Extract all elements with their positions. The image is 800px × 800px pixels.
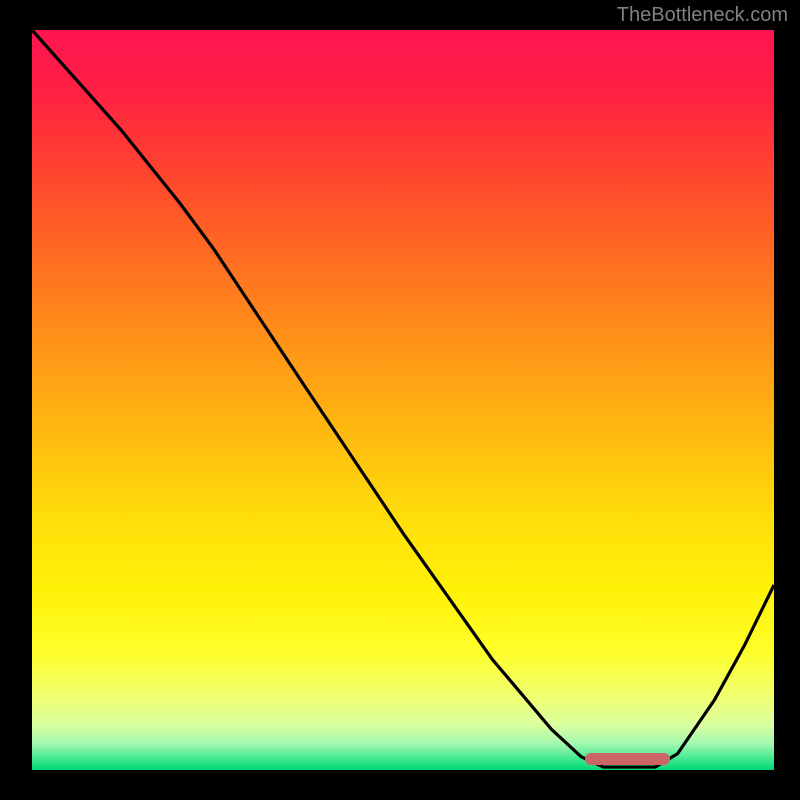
plot-area <box>32 30 774 770</box>
curve-line <box>32 30 774 770</box>
curve-path <box>32 30 774 767</box>
minimum-marker <box>585 753 670 765</box>
watermark-text: TheBottleneck.com <box>617 4 788 27</box>
